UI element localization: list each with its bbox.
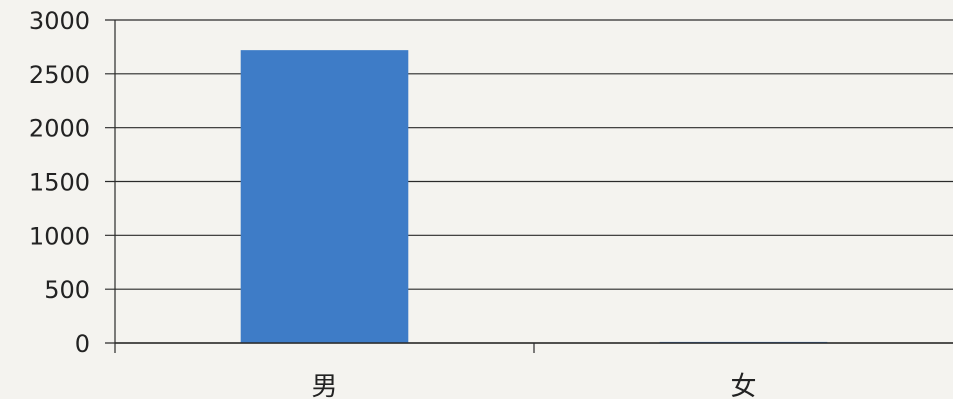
y-tick-label-1000: 1000 — [29, 222, 90, 250]
y-tick-label-500: 500 — [44, 276, 90, 304]
axes — [114, 20, 953, 353]
gridlines — [105, 19, 953, 344]
bars — [240, 50, 828, 344]
y-tick-label-2500: 2500 — [29, 61, 90, 89]
bar-0 — [240, 50, 409, 343]
y-tick-label-1500: 1500 — [29, 169, 90, 197]
x-category-label-0: 男 — [311, 372, 337, 399]
y-axis-tick-labels: 0 500 1000 1500 2000 2500 3000 — [29, 7, 90, 358]
x-category-label-1: 女 — [730, 372, 756, 399]
x-axis-category-labels: 男女 — [311, 372, 756, 399]
y-tick-label-0: 0 — [75, 330, 90, 358]
y-tick-label-3000: 3000 — [29, 7, 90, 35]
y-tick-label-2000: 2000 — [29, 115, 90, 143]
